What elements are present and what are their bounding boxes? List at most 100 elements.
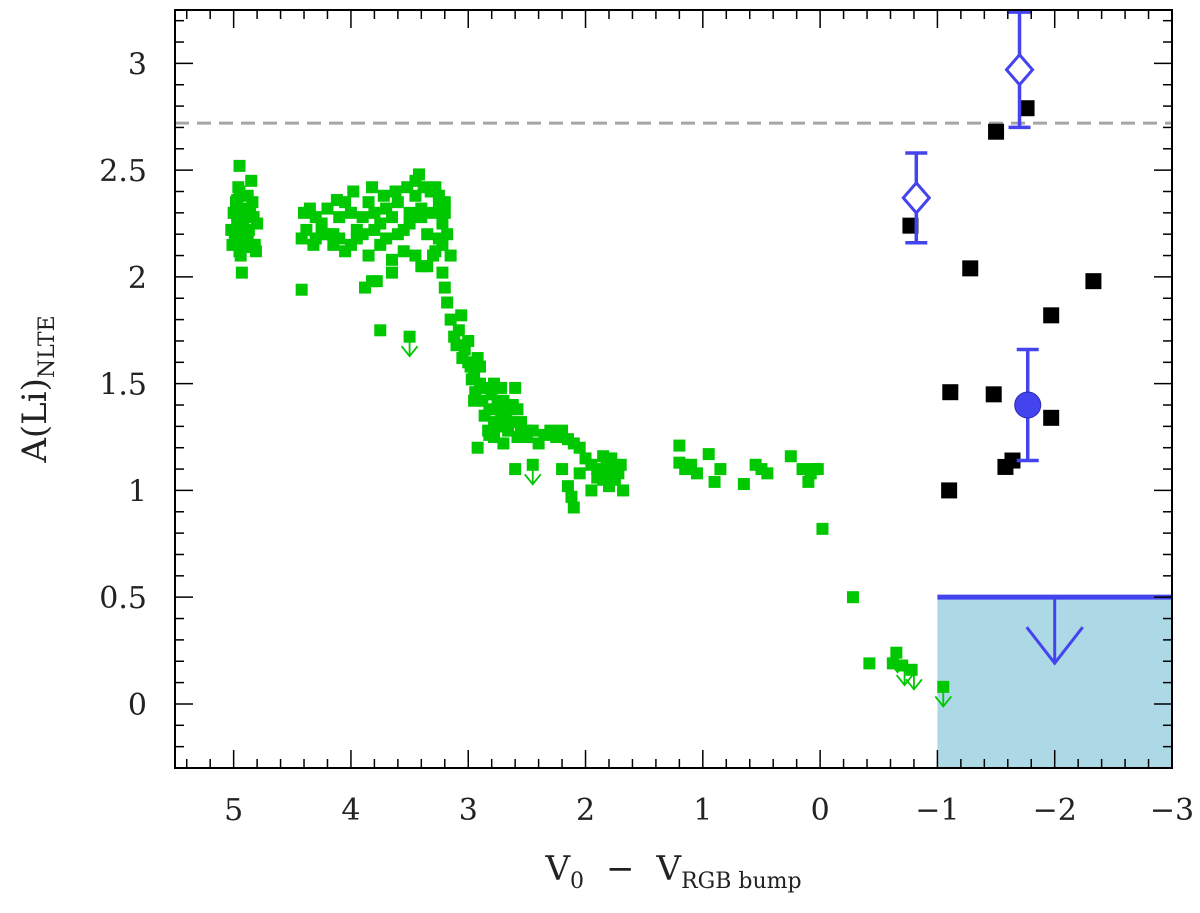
green-point <box>811 463 824 476</box>
green-point <box>617 484 630 497</box>
green-point <box>556 463 569 476</box>
green-point <box>438 206 451 219</box>
green-point <box>389 185 402 198</box>
green-limit-arrow-head <box>895 674 914 687</box>
green-point <box>673 439 686 452</box>
x-tick-label: 4 <box>341 793 360 828</box>
green-point <box>240 241 253 254</box>
green-point <box>471 441 484 454</box>
green-upper-limits <box>400 333 952 708</box>
green-limit-arrow-head <box>934 695 952 708</box>
black-point <box>1085 273 1102 290</box>
green-point <box>863 657 876 670</box>
green-point <box>362 196 375 209</box>
x-tick-label: −3 <box>1150 793 1194 828</box>
green-point <box>231 194 244 207</box>
green-point <box>237 215 250 228</box>
black-point <box>988 123 1005 140</box>
green-point <box>233 159 246 172</box>
green-point <box>235 266 248 279</box>
green-point <box>511 403 524 416</box>
green-point <box>330 194 343 207</box>
green-point <box>567 501 580 514</box>
green-point <box>452 324 465 337</box>
black-point <box>1043 409 1060 426</box>
green-point <box>327 238 340 251</box>
green-point <box>605 452 618 465</box>
green-point <box>673 456 686 469</box>
green-point <box>397 245 410 258</box>
green-point <box>478 409 491 422</box>
green-point <box>385 266 398 279</box>
green-point <box>444 313 457 326</box>
green-point <box>251 217 264 230</box>
green-point <box>421 228 434 241</box>
green-point <box>573 467 586 480</box>
black-point <box>1018 100 1035 117</box>
green-point <box>761 467 774 480</box>
green-point <box>374 238 387 251</box>
green-point <box>473 360 486 373</box>
green-point <box>492 420 505 433</box>
y-tick-label: 3 <box>128 47 147 82</box>
green-point <box>246 196 259 209</box>
green-limit-arrow-head <box>524 473 542 486</box>
black-series <box>902 100 1102 499</box>
black-point <box>962 260 979 277</box>
green-point <box>232 181 245 194</box>
green-point <box>714 463 727 476</box>
y-tick-label: 1 <box>128 474 147 509</box>
green-point <box>366 275 379 288</box>
green-series <box>225 159 950 693</box>
x-tick-labels: 5 4 3 2 1 0 −1 −2 −3 <box>224 793 1194 828</box>
y-tick-labels: 0 0.5 1 1.5 2 2.5 3 <box>99 47 147 723</box>
green-point <box>368 206 381 219</box>
green-point <box>385 211 398 224</box>
green-point <box>890 646 903 659</box>
green-point <box>421 260 434 273</box>
upper-limit-region <box>937 594 1172 768</box>
green-point <box>436 217 449 230</box>
axis-ticks <box>175 10 1173 768</box>
black-point <box>1043 307 1060 324</box>
green-point <box>315 217 328 230</box>
green-point <box>497 437 510 450</box>
green-point <box>374 324 387 337</box>
green-point <box>690 467 703 480</box>
green-point <box>403 217 416 230</box>
green-point <box>249 245 262 258</box>
green-point <box>561 480 574 493</box>
x-tick-label: 3 <box>459 793 478 828</box>
x-tick-label: 5 <box>224 793 243 828</box>
green-point <box>483 428 496 441</box>
green-point <box>737 478 750 491</box>
y-tick-label: 2 <box>128 261 147 296</box>
blue-open-diamond <box>1004 52 1035 88</box>
blue-series <box>901 10 1042 463</box>
green-point <box>614 458 627 471</box>
y-tick-label: 0.5 <box>99 581 147 616</box>
green-point <box>295 232 308 245</box>
plot-frame <box>174 9 1173 769</box>
green-point <box>784 450 797 463</box>
green-point <box>458 343 471 356</box>
green-point <box>436 266 449 279</box>
black-point <box>942 384 959 401</box>
green-point <box>245 174 258 187</box>
green-point <box>391 196 404 209</box>
x-tick-label: 0 <box>811 793 830 828</box>
green-point <box>441 296 454 309</box>
green-point <box>455 309 468 322</box>
green-point <box>344 206 357 219</box>
green-point <box>432 232 445 245</box>
y-axis-title: A(Li)NLTE <box>15 315 60 463</box>
green-point <box>385 253 398 266</box>
green-point <box>403 206 416 219</box>
green-point <box>846 591 859 604</box>
green-point <box>702 448 715 461</box>
green-point <box>412 168 425 181</box>
green-point <box>591 471 604 484</box>
green-point <box>350 232 363 245</box>
green-point <box>362 249 375 262</box>
